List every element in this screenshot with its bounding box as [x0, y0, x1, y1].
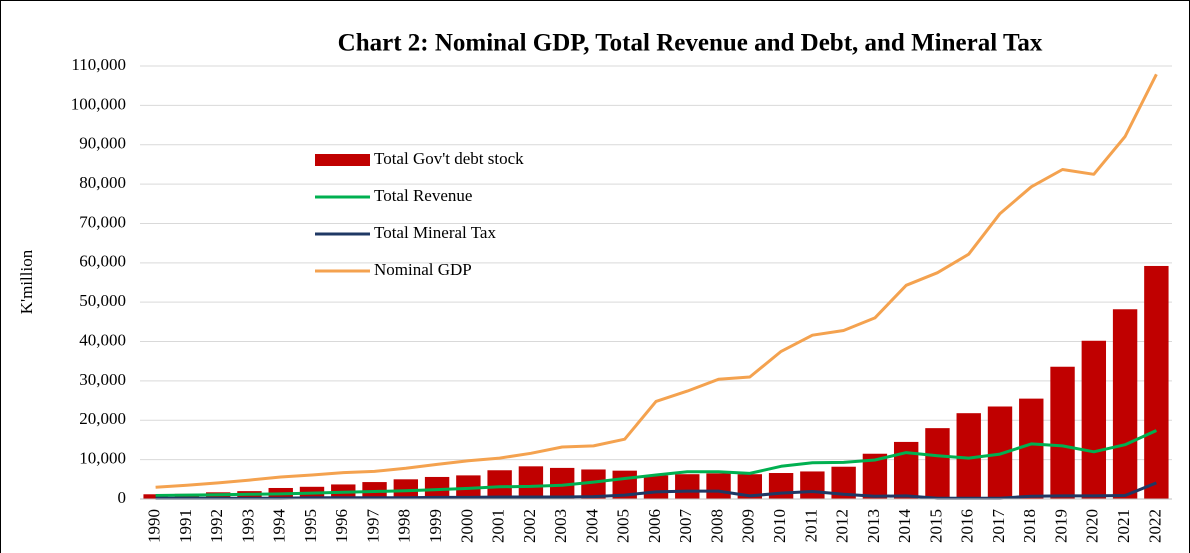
y-tick-label: 90,000	[79, 134, 126, 153]
x-tick-label: 2000	[457, 509, 476, 543]
bar	[1081, 340, 1107, 499]
line-series	[155, 429, 1158, 497]
x-tick-label: 1998	[395, 509, 414, 543]
x-tick-label: 2021	[1114, 509, 1133, 543]
x-tick-label: 1996	[332, 509, 351, 543]
x-tick-label: 2010	[770, 509, 789, 543]
x-tick-label: 2006	[645, 509, 664, 543]
x-tick-label: 1994	[270, 509, 289, 544]
bar	[675, 474, 700, 499]
x-tick-label: 1992	[207, 509, 226, 543]
x-tick-label: 2005	[614, 509, 633, 543]
y-tick-label: 30,000	[79, 370, 126, 389]
line-series	[155, 73, 1158, 489]
x-tick-label: 2015	[926, 509, 945, 543]
y-tick-label: 40,000	[79, 330, 126, 349]
line-series	[155, 481, 1157, 500]
chart-title: Chart 2: Nominal GDP, Total Revenue and …	[338, 30, 1043, 57]
bar	[1144, 265, 1169, 499]
bar	[925, 428, 950, 499]
x-tick-label: 2022	[1145, 509, 1164, 543]
legend-swatch	[315, 154, 370, 166]
x-tick-label: 2008	[707, 509, 726, 543]
legend-label: Total Revenue	[374, 186, 472, 205]
bar	[393, 479, 419, 499]
x-tick-label: 2014	[895, 509, 914, 544]
bar	[1112, 309, 1138, 499]
bar	[643, 475, 669, 499]
bar	[1050, 366, 1075, 499]
x-tick-label: 1991	[176, 509, 195, 543]
legend-label: Total Gov't debt stock	[374, 149, 524, 168]
y-axis-label: K'million	[17, 249, 36, 314]
y-tick-label: 10,000	[79, 449, 126, 468]
x-tick-label: 2002	[520, 509, 539, 543]
x-tick-label: 2004	[582, 509, 601, 544]
y-tick-label: 20,000	[79, 409, 126, 428]
x-tick-label: 1997	[363, 509, 382, 544]
x-tick-label: 2007	[676, 509, 695, 544]
x-tick-label: 2009	[739, 509, 758, 543]
bar	[893, 441, 919, 499]
bar	[487, 470, 512, 499]
x-tick-label: 2011	[801, 509, 820, 542]
bar	[800, 471, 825, 499]
y-tick-label: 60,000	[79, 252, 126, 271]
legend-label: Total Mineral Tax	[374, 223, 496, 242]
y-tick-label: 80,000	[79, 173, 126, 192]
bar	[706, 473, 731, 499]
x-tick-label: 2020	[1083, 509, 1102, 543]
bar	[518, 466, 544, 499]
x-tick-label: 2001	[489, 509, 508, 543]
x-tick-label: 1995	[301, 509, 320, 543]
x-tick-label: 1990	[145, 509, 164, 543]
y-tick-label: 50,000	[79, 291, 126, 310]
x-tick-label: 2016	[958, 509, 977, 543]
x-tick-label: 2013	[864, 509, 883, 543]
x-tick-label: 2017	[989, 509, 1008, 544]
x-tick-label: 1993	[238, 509, 257, 543]
x-tick-label: 2018	[1020, 509, 1039, 543]
x-tick-label: 2003	[551, 509, 570, 543]
y-tick-label: 110,000	[71, 55, 126, 74]
bar	[1019, 398, 1044, 499]
x-tick-label: 1999	[426, 509, 445, 543]
bar	[424, 476, 450, 499]
x-tick-label: 2012	[833, 509, 852, 543]
y-tick-label: 100,000	[71, 94, 126, 113]
x-tick-label: 2019	[1051, 509, 1070, 543]
y-tick-label: 70,000	[79, 212, 126, 231]
legend-label: Nominal GDP	[374, 260, 472, 279]
y-tick-label: 0	[118, 488, 127, 507]
